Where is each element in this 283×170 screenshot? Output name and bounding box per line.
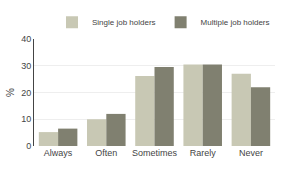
svg-text:Often: Often: [95, 148, 117, 158]
svg-text:Sometimes: Sometimes: [132, 148, 178, 158]
svg-text:Rarely: Rarely: [190, 148, 217, 158]
svg-text:%: %: [5, 88, 16, 97]
svg-text:Never: Never: [239, 148, 263, 158]
svg-text:30: 30: [21, 61, 31, 71]
svg-text:Always: Always: [44, 148, 73, 158]
svg-text:40: 40: [21, 34, 31, 44]
svg-text:Single job holders: Single job holders: [92, 18, 156, 27]
svg-text:0: 0: [26, 141, 31, 151]
svg-text:20: 20: [21, 88, 31, 98]
svg-text:10: 10: [21, 114, 31, 124]
svg-text:Multiple job holders: Multiple job holders: [201, 18, 270, 27]
